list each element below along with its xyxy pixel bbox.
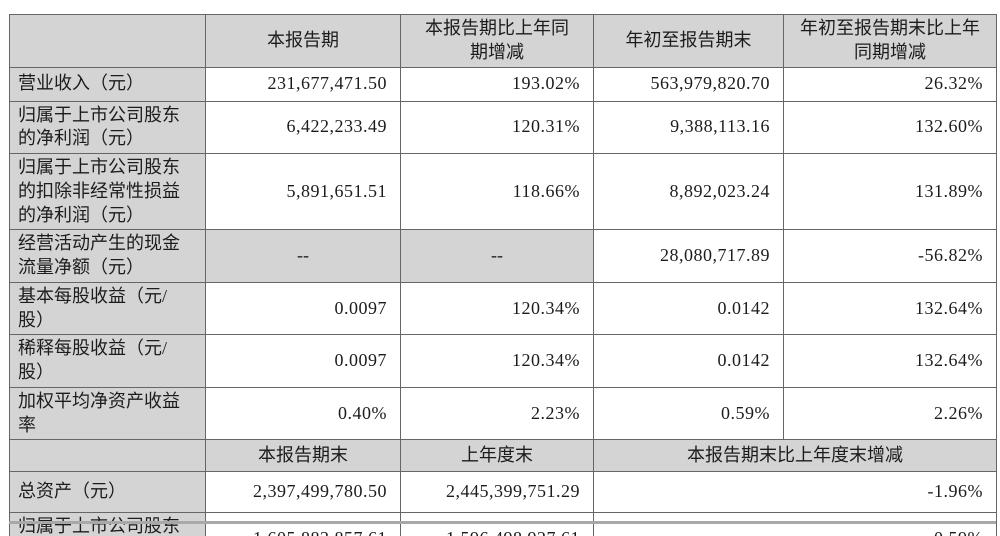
row-net-profit-excl-nonrecurring: 归属于上市公司股东的扣除非经常性损益的净利润（元） 5,891,651.51 1… — [9, 152, 997, 231]
value-cell: 0.0142 — [593, 281, 784, 336]
header-empty-cell — [9, 439, 206, 473]
header-period-end-change: 本报告期末比上年度末增减 — [593, 439, 997, 473]
header-ytd-period-end: 年初至报告期末 — [593, 14, 784, 68]
financial-summary-table: 本报告期 本报告期比上年同期增减 年初至报告期末 年初至报告期末比上年同期增减 … — [9, 14, 997, 536]
row-label: 经营活动产生的现金流量净额（元） — [9, 229, 206, 283]
row-label: 总资产（元） — [9, 471, 206, 514]
header-empty-cell — [9, 14, 206, 68]
value-cell: 0.0097 — [205, 281, 401, 336]
value-cell: 563,979,820.70 — [593, 66, 784, 102]
value-cell: 2,445,399,751.29 — [400, 471, 594, 514]
value-cell: 5,891,651.51 — [205, 152, 401, 231]
value-cell: 0.0097 — [205, 334, 401, 388]
value-cell: 0.59% — [593, 512, 997, 536]
row-shareholders-equity: 归属于上市公司股东的所有者权益（元） 1,605,883,857.61 1,59… — [9, 512, 997, 536]
header-current-period: 本报告期 — [205, 14, 401, 68]
value-cell: 132.60% — [783, 100, 997, 154]
row-label: 归属于上市公司股东的净利润（元） — [9, 100, 206, 154]
value-cell: 118.66% — [400, 152, 594, 231]
value-cell: 6,422,233.49 — [205, 100, 401, 154]
value-cell: 0.40% — [205, 386, 401, 441]
value-cell: 193.02% — [400, 66, 594, 102]
row-label: 归属于上市公司股东的扣除非经常性损益的净利润（元） — [9, 152, 206, 231]
value-cell: 28,080,717.89 — [593, 229, 784, 283]
value-cell: 0.59% — [593, 386, 784, 441]
value-cell: 120.34% — [400, 334, 594, 388]
row-label: 归属于上市公司股东的所有者权益（元） — [9, 512, 206, 536]
value-cell-na: -- — [400, 229, 594, 283]
row-label: 加权平均净资产收益率 — [9, 386, 206, 441]
value-cell-na: -- — [205, 229, 401, 283]
header-current-period-end: 本报告期末 — [205, 439, 401, 473]
header-row-period-end: 本报告期末 上年度末 本报告期末比上年度末增减 — [9, 439, 997, 473]
header-current-period-yoy-change: 本报告期比上年同期增减 — [400, 14, 594, 68]
row-total-assets: 总资产（元） 2,397,499,780.50 2,445,399,751.29… — [9, 471, 997, 514]
row-basic-eps: 基本每股收益（元/股） 0.0097 120.34% 0.0142 132.64… — [9, 281, 997, 336]
header-ytd-yoy-change: 年初至报告期末比上年同期增减 — [783, 14, 997, 68]
value-cell: 9,388,113.16 — [593, 100, 784, 154]
value-cell: 2,397,499,780.50 — [205, 471, 401, 514]
value-cell: 132.64% — [783, 334, 997, 388]
value-cell: 0.0142 — [593, 334, 784, 388]
value-cell: 1,605,883,857.61 — [205, 512, 401, 536]
value-cell: 1,596,498,927.61 — [400, 512, 594, 536]
header-prior-year-end: 上年度末 — [400, 439, 594, 473]
table-bottom-edge — [9, 521, 996, 524]
row-operating-revenue: 营业收入（元） 231,677,471.50 193.02% 563,979,8… — [9, 66, 997, 102]
row-diluted-eps: 稀释每股收益（元/股） 0.0097 120.34% 0.0142 132.64… — [9, 334, 997, 388]
value-cell: 2.26% — [783, 386, 997, 441]
row-label: 营业收入（元） — [9, 66, 206, 102]
row-operating-cash-flow: 经营活动产生的现金流量净额（元） -- -- 28,080,717.89 -56… — [9, 229, 997, 283]
row-net-profit: 归属于上市公司股东的净利润（元） 6,422,233.49 120.31% 9,… — [9, 100, 997, 154]
value-cell: -56.82% — [783, 229, 997, 283]
row-label: 稀释每股收益（元/股） — [9, 334, 206, 388]
value-cell: 131.89% — [783, 152, 997, 231]
value-cell: 120.34% — [400, 281, 594, 336]
value-cell: 8,892,023.24 — [593, 152, 784, 231]
value-cell: 120.31% — [400, 100, 594, 154]
value-cell: 132.64% — [783, 281, 997, 336]
value-cell: 231,677,471.50 — [205, 66, 401, 102]
row-weighted-avg-roe: 加权平均净资产收益率 0.40% 2.23% 0.59% 2.26% — [9, 386, 997, 441]
value-cell: -1.96% — [593, 471, 997, 514]
header-row-period: 本报告期 本报告期比上年同期增减 年初至报告期末 年初至报告期末比上年同期增减 — [9, 14, 997, 68]
row-label: 基本每股收益（元/股） — [9, 281, 206, 336]
value-cell: 2.23% — [400, 386, 594, 441]
value-cell: 26.32% — [783, 66, 997, 102]
